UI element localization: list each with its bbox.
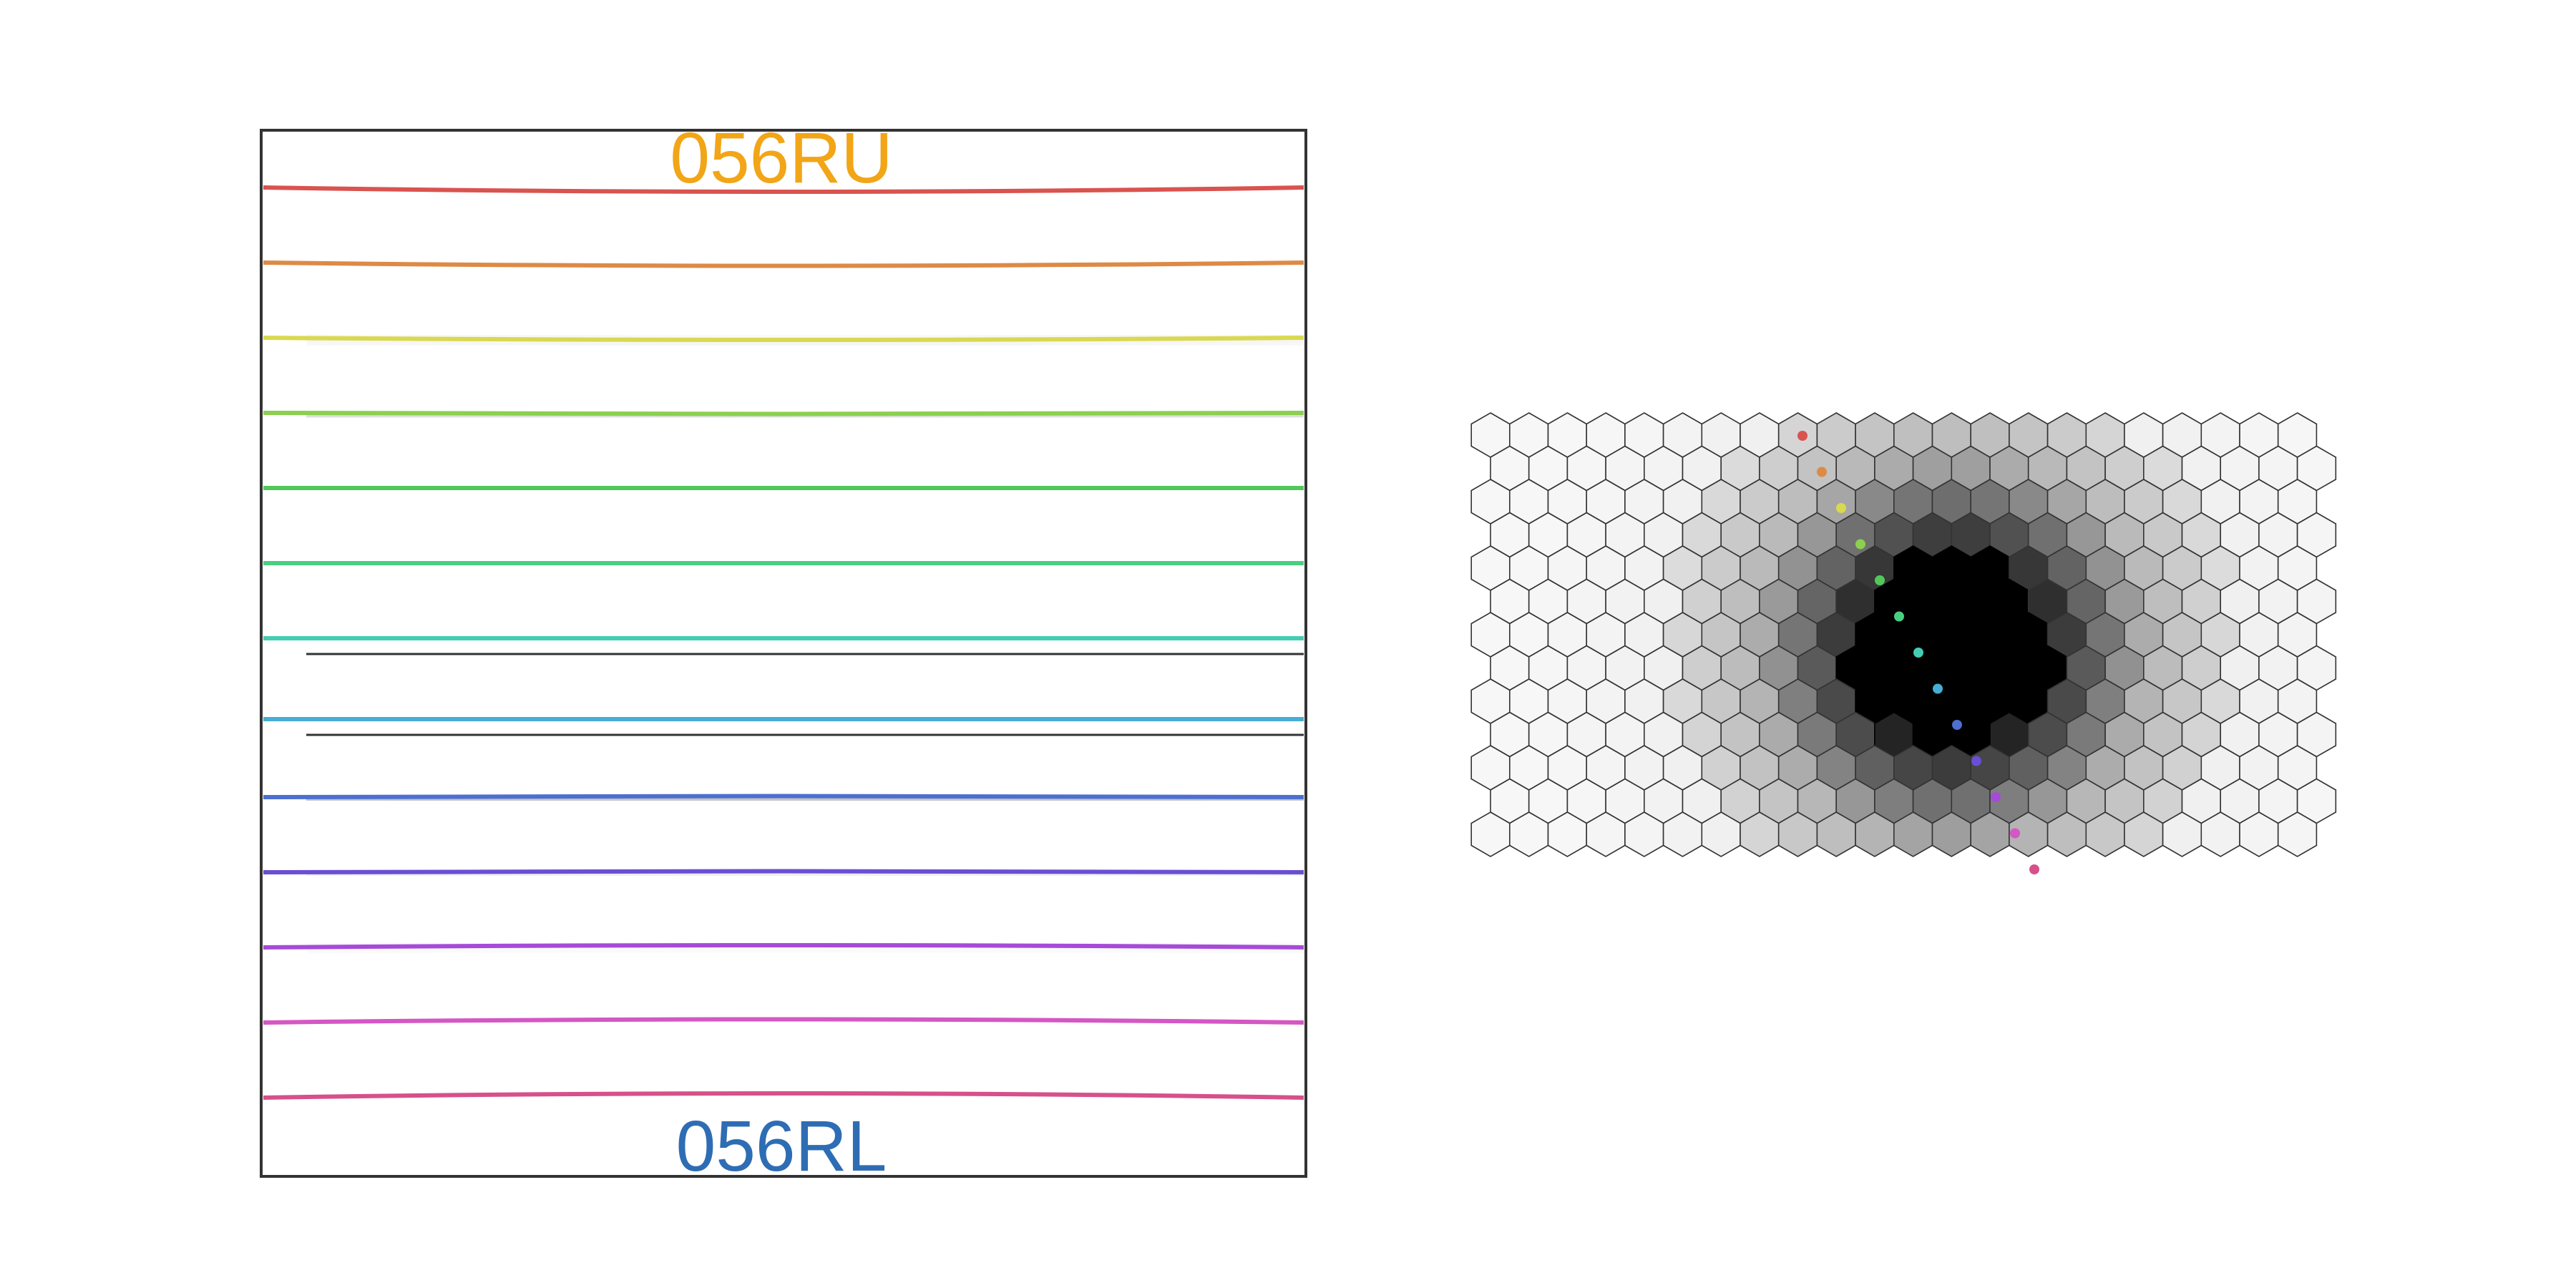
hex-bundle-panel [1470,412,2337,874]
hex-cells [1470,412,2337,857]
fiber-position-dot [1875,575,1885,585]
fiber-position-dot [2029,864,2039,874]
fiber-position-dot [1971,756,1981,766]
trace-panel: 056RU 056RL [260,118,1307,1186]
hex-fiber-cell [2277,811,2318,857]
fiber-trace-line [263,1017,1304,1025]
fiber-position-dot [1933,683,1943,694]
fiber-dots [1797,431,2039,874]
fiber-trace-line [263,869,1304,874]
fiber-trace-line [263,1091,1304,1100]
trace-panel-frame [260,129,1307,1178]
fiber-position-dot [1894,611,1904,622]
fiber-position-dot [1991,792,2001,802]
fiber-position-dot [1855,539,1865,550]
fiber-position-dot [1797,431,1807,441]
fiber-position-dot [1817,467,1827,477]
fiber-position-dot [1836,503,1846,513]
fiber-position-dot [1913,648,1923,658]
fiber-trace-line [263,336,1304,342]
top-fiber-label: 056RU [670,118,892,198]
fiber-position-dot [1952,720,1962,730]
fiber-trace-line [263,943,1304,950]
fiber-position-dot [2010,828,2020,839]
fiber-trace-line [263,260,1304,268]
fiber-trace-line [263,411,1304,416]
bottom-fiber-label: 056RL [676,1106,887,1186]
fiber-trace-line [263,185,1304,194]
trace-lines [263,185,1304,1100]
fiber-trace-line [263,794,1304,799]
